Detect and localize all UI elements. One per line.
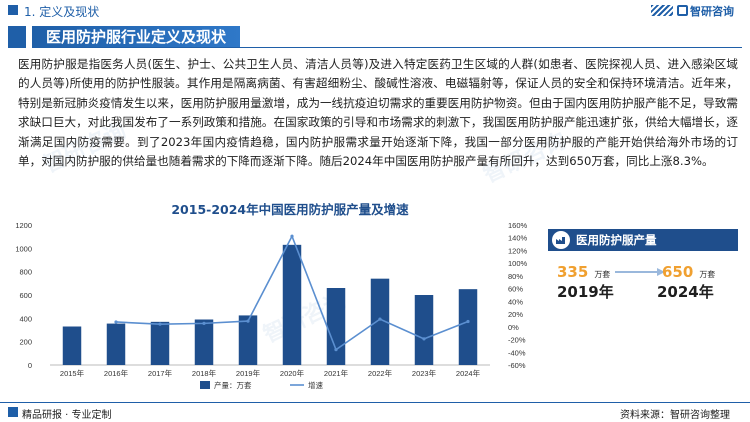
y-left-tick-label: 1000 — [15, 244, 32, 253]
brand-logo-icon — [677, 5, 688, 16]
footer-divider — [0, 402, 750, 403]
growth-point-2018年 — [202, 321, 206, 325]
bar-2023年 — [414, 295, 434, 365]
bar-2015年 — [62, 326, 82, 365]
production-growth-chart: 0 200 400 600 800 1000 1200 -60% -40% -20% 0% 20% 40… — [15, 221, 528, 390]
y-right-tick-label: 160% — [508, 221, 528, 230]
kpi-2024-value: 650 — [662, 263, 694, 281]
section-divider — [32, 47, 742, 48]
kpi-2024-unit: 万套 — [699, 270, 716, 279]
x-tick-label: 2021年 — [324, 368, 349, 378]
x-tick-label: 2017年 — [148, 368, 173, 378]
decorative-stripes — [651, 5, 673, 16]
top-bar: 1. 定义及现状 智研咨询 — [0, 0, 750, 22]
y-left-tick-label: 800 — [19, 268, 32, 277]
growth-point-2022年 — [378, 317, 382, 321]
kpi-2019: 335 万套 — [557, 262, 610, 281]
factory-icon — [552, 231, 570, 249]
y-left-tick-label: 400 — [19, 314, 32, 323]
kpi-2024: 650 万套 — [662, 262, 715, 281]
growth-point-2020年 — [290, 234, 294, 238]
kpi-2019-year: 2019年 — [557, 283, 614, 301]
chart-title: 2015-2024年中国医用防护服产量及增速 — [171, 202, 409, 217]
x-tick-label: 2024年 — [456, 368, 481, 378]
brand-name: 智研咨询 — [690, 5, 734, 18]
growth-point-2021年 — [334, 348, 338, 352]
bar-2016年 — [106, 323, 126, 365]
footer-marker — [8, 407, 18, 417]
breadcrumb[interactable]: 1. 定义及现状 — [24, 5, 100, 19]
kpi-2019-year-block: 2019年 — [557, 281, 614, 302]
footer-source: 资料来源：智研咨询整理 — [620, 410, 730, 421]
kpi-panel-header: 医用防护服产量 — [548, 229, 738, 251]
legend-bar-swatch — [200, 381, 210, 389]
growth-point-2024年 — [466, 319, 470, 324]
y-left-tick-label: 600 — [19, 291, 32, 300]
kpi-2024-year: 2024年 — [657, 283, 714, 301]
growth-point-2019年 — [246, 319, 250, 323]
x-tick-label: 2016年 — [104, 368, 129, 378]
legend-bar-label: 产量：万套 — [214, 380, 252, 390]
x-tick-label: 2023年 — [412, 368, 437, 378]
kpi-2019-unit: 万套 — [594, 270, 611, 279]
x-tick-label: 2015年 — [60, 368, 85, 378]
bar-2021年 — [326, 288, 346, 365]
x-tick-label: 2019年 — [236, 368, 261, 378]
x-tick-label: 2020年 — [280, 368, 305, 378]
footer-tagline: 精品研报 · 专业定制 — [22, 410, 112, 421]
section-tab-marker — [8, 26, 26, 48]
y-right-tick-label: -60% — [508, 361, 526, 370]
y-right-tick-label: -40% — [508, 348, 526, 357]
x-tick-label: 2018年 — [192, 368, 217, 378]
bar-2019年 — [238, 315, 258, 365]
x-tick-label: 2022年 — [368, 368, 393, 378]
intro-paragraph: 医用防护服是指医务人员(医生、护士、公共卫生人员、清洁人员等)及进入特定医药卫生… — [18, 57, 738, 169]
y-right-tick-label: 60% — [508, 285, 523, 294]
bar-2020年 — [282, 244, 302, 365]
kpi-panel-title: 医用防护服产量 — [576, 233, 657, 247]
arrow-right-icon — [615, 268, 665, 276]
y-right-tick-label: 100% — [508, 259, 528, 268]
y-right-tick-label: 0% — [508, 323, 519, 332]
section-header: 医用防护服行业定义及现状 — [8, 26, 742, 48]
section-title: 医用防护服行业定义及现状 — [32, 26, 241, 48]
bar-2017年 — [150, 321, 170, 365]
bar-2024年 — [458, 289, 478, 365]
y-left-tick-label: 0 — [28, 361, 32, 370]
y-right-tick-label: -20% — [508, 336, 526, 345]
y-left-tick-label: 200 — [19, 338, 32, 347]
breadcrumb-marker — [8, 5, 18, 15]
kpi-2024-year-block: 2024年 — [657, 281, 714, 302]
brand-logo: 智研咨询 — [677, 3, 734, 19]
y-right-tick-label: 40% — [508, 297, 523, 306]
y-right-tick-label: 20% — [508, 310, 523, 319]
y-right-tick-label: 120% — [508, 246, 528, 255]
kpi-2019-value: 335 — [557, 263, 589, 281]
growth-point-2023年 — [422, 337, 426, 341]
y-left-tick-label: 1200 — [15, 221, 32, 230]
legend-line-label: 增速 — [308, 380, 323, 390]
bar-2018年 — [194, 319, 214, 365]
y-right-tick-label: 80% — [508, 272, 523, 281]
y-right-tick-label: 140% — [508, 234, 528, 243]
growth-point-2017年 — [158, 322, 162, 326]
growth-point-2016年 — [114, 320, 118, 324]
bar-2022年 — [370, 278, 390, 365]
